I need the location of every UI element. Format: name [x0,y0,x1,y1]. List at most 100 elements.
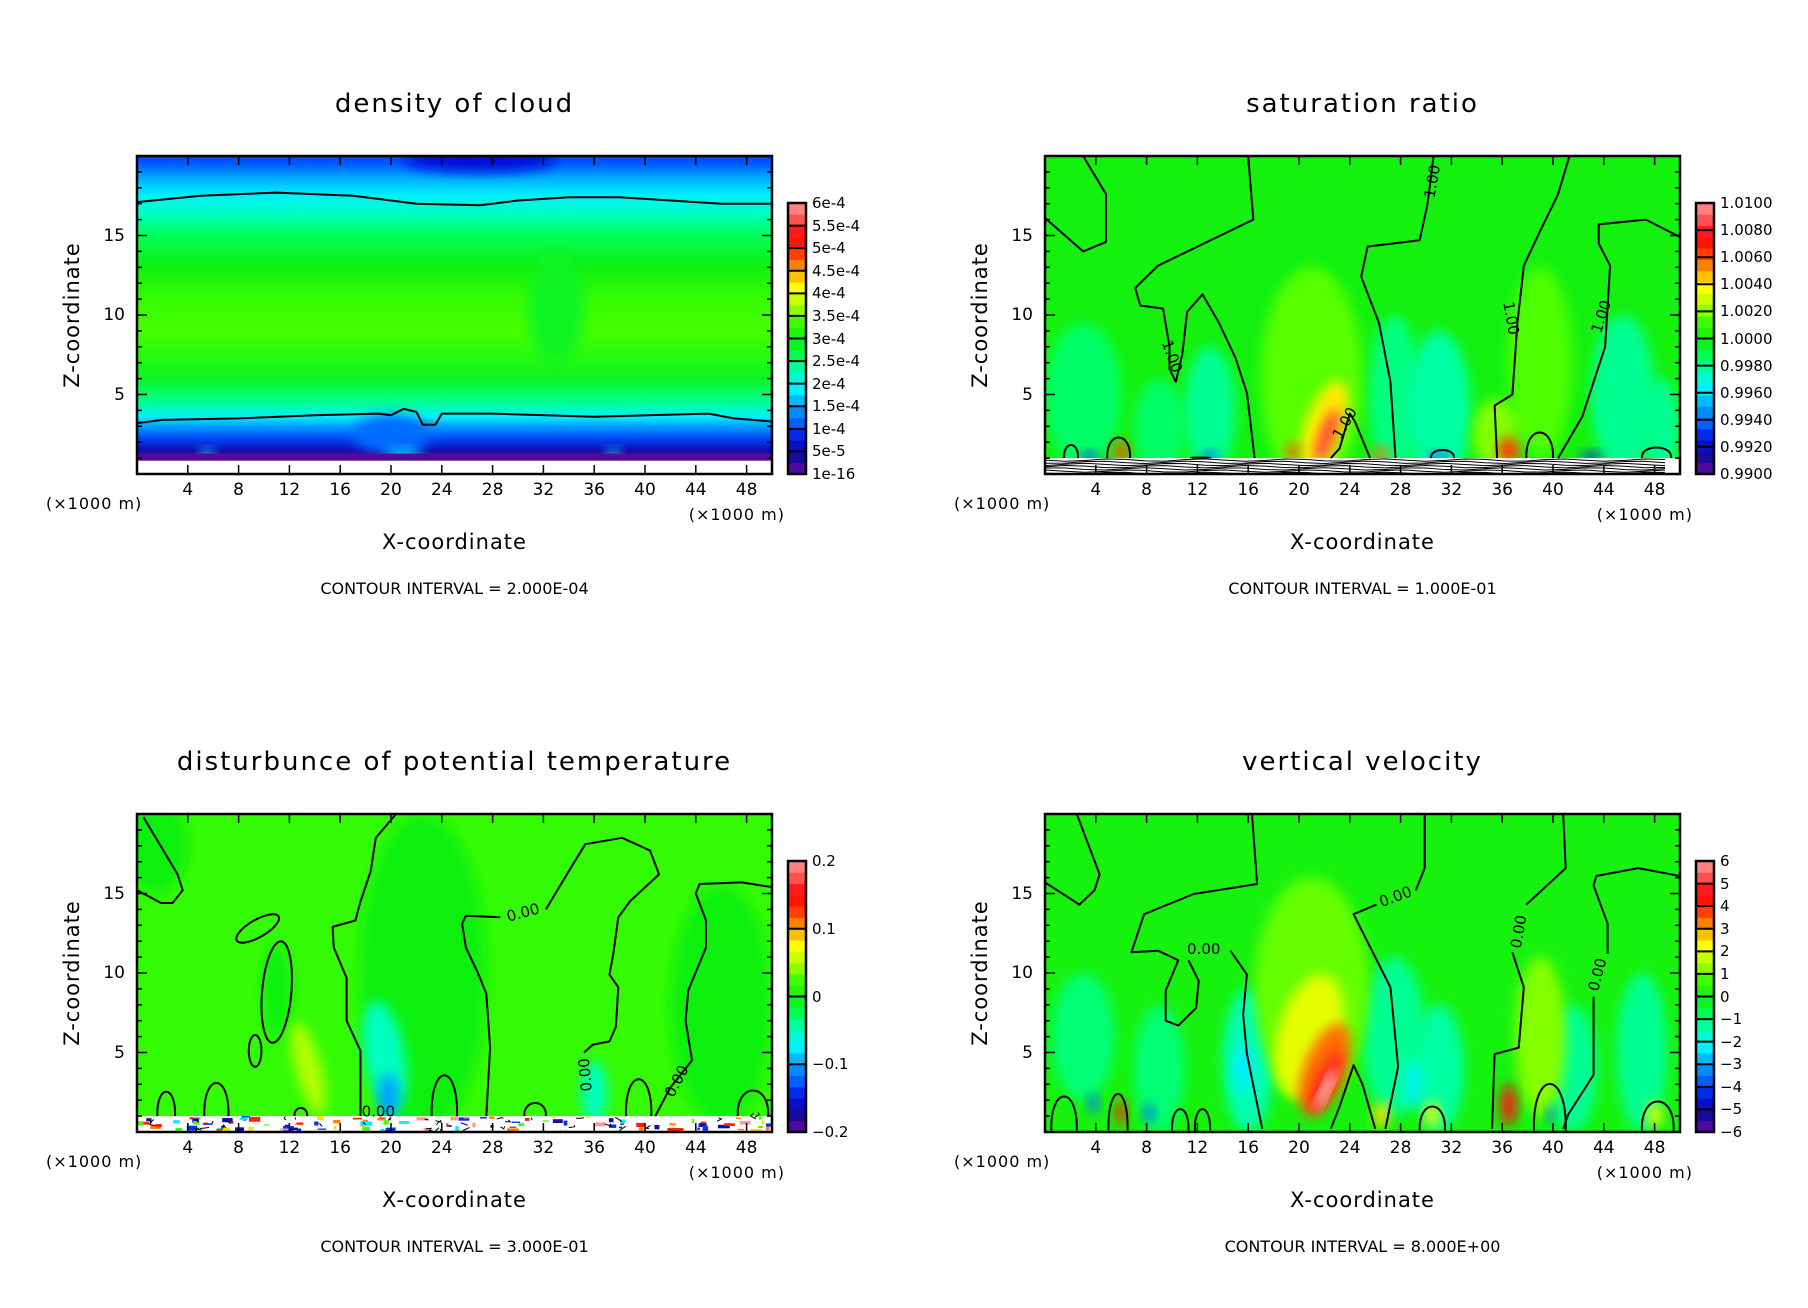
contour-line [1229,950,1264,1130]
field-feature [1314,408,1340,463]
x-axis-units: (×1000 m) [688,505,785,524]
field-feature [1088,1093,1099,1113]
contour-line [462,1127,470,1131]
contour-line [283,1116,287,1121]
y-tick-label: 15 [103,225,125,246]
noise-patch [654,1125,660,1130]
field-feature [1373,1101,1390,1128]
x-tick-label: 40 [634,1138,656,1158]
noise-patch [241,1116,250,1118]
colorbar-swatch [1696,861,1714,873]
field-feature [1591,315,1655,474]
colorbar-label: 1 [1720,964,1730,983]
noise-patch [202,1123,213,1125]
colorbar-swatch [1696,394,1714,407]
colorbar-label: 1e-16 [812,465,856,483]
y-tick-label: 5 [114,384,125,405]
y-tick-label: 15 [103,883,125,904]
colorbar-swatch [1696,1052,1714,1065]
noise-patch [511,1121,521,1123]
colorbar-swatch [1696,259,1714,272]
y-axis-units: (×1000 m) [954,494,1051,513]
contour-line [1430,448,1455,459]
colorbar-swatch [788,1064,806,1077]
colorbar-swatch [1696,973,1714,986]
colorbar-swatch [788,883,806,896]
noise-patch [333,1119,341,1124]
noise-patch [699,1122,707,1127]
plot-panel: density of cloud Z-coordinate X-coordinate… [0,0,860,598]
field-feature [403,156,557,172]
contour-line [1045,465,1666,469]
x-tick-label: 40 [1542,480,1564,500]
colorbar-swatch [788,1120,806,1133]
noise-patch [667,1127,677,1132]
colorbar-swatch [1696,985,1714,997]
x-tick-label: 16 [329,480,352,500]
x-tick-label: 8 [1141,1138,1153,1158]
colorbar-swatch [788,872,806,885]
noise-patch [472,1122,476,1128]
colorbar-swatch [788,973,806,986]
noise-patch [189,1117,194,1120]
contour-line [235,913,280,944]
colorbar-swatch [1696,1030,1714,1043]
noise-patch [701,1121,706,1124]
field-feature [291,1022,326,1115]
contour-line [1329,1064,1377,1130]
noise-patch [638,1127,644,1131]
noise-patch [296,1128,302,1132]
noise-patch [317,1128,327,1130]
contour-line [424,1118,429,1121]
x-tick-label: 48 [1643,1138,1666,1158]
x-tick-label: 28 [481,480,504,500]
noise-patch [692,1118,695,1124]
bottom-purple-band [137,453,772,461]
x-tick-label: 36 [1491,480,1514,500]
field-feature [528,251,585,363]
colorbar-swatch [788,985,806,997]
x-axis-label: X-coordinate [382,1188,527,1212]
contour-line [654,881,772,1117]
noise-patch [586,1116,591,1118]
colorbar-swatch [788,906,806,918]
colorbar-swatch [1696,883,1714,896]
field-feature [1051,973,1115,1101]
colorbar-swatch [788,428,806,441]
contour-line [293,1107,309,1117]
colorbar-swatch [1696,270,1714,283]
noise-patch [766,1123,772,1127]
contour-line [500,1126,506,1130]
colorbar-swatch [788,293,806,306]
colorbar-label: −0.2 [812,1123,849,1141]
x-tick-label: 48 [735,1138,758,1158]
x-tick-label: 12 [278,480,301,500]
colorbar-frame [1694,859,1716,1134]
colorbar-label: 0.9900 [1720,465,1773,483]
colorbar-swatch [788,203,806,215]
colorbar-swatch [788,361,806,373]
contour-line [624,1078,653,1117]
noise-patch [702,1126,709,1131]
colorbar-swatch [788,214,806,227]
contour-line [1045,460,1666,464]
x-tick-label: 16 [329,1138,352,1158]
colorbar-swatch [788,1007,806,1020]
field-feature [1546,1106,1555,1123]
x-tick-label: 24 [430,480,453,500]
noise-patch [451,1116,459,1121]
noise-patch [239,1117,248,1120]
colorbar-swatch [788,1075,806,1088]
colorbar-swatch [1696,451,1714,464]
contour-line [1130,814,1259,1027]
contour-line [199,1126,210,1129]
noise-patch [542,1120,549,1122]
contour-line [545,836,660,1054]
contour-line [195,1127,200,1132]
x-tick-label: 24 [1338,1138,1361,1158]
plot-panel: saturation ratio Z-coordinate X-coordinate… [0,0,1773,598]
colorbar-label: 1.0080 [1720,221,1773,240]
x-tick-label: 24 [1338,480,1361,500]
contour-line [156,1090,177,1117]
contour-line [1352,903,1400,1130]
